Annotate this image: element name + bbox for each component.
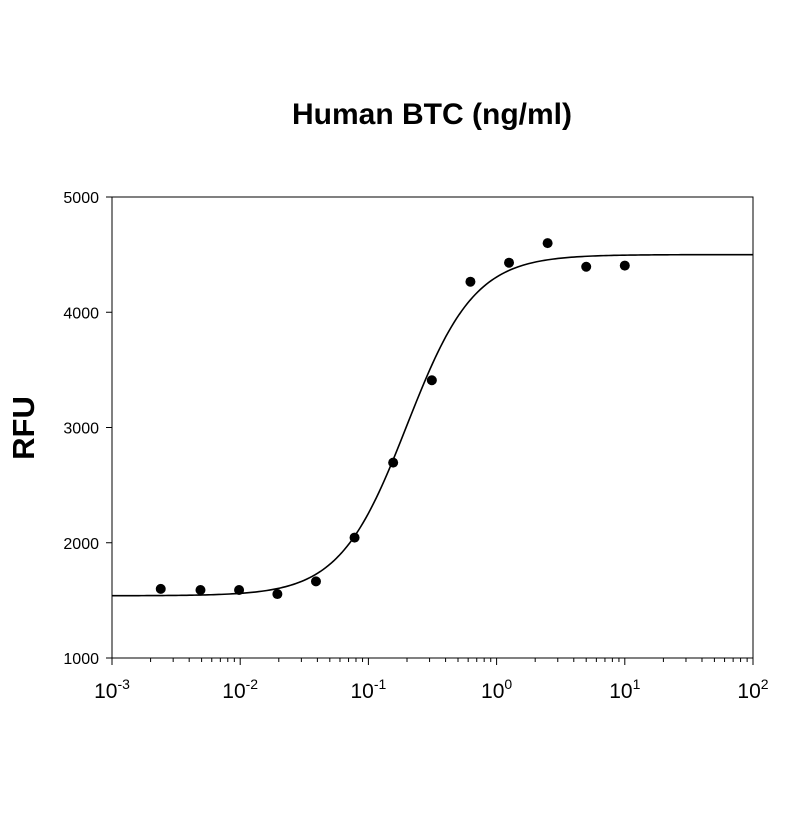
data-point bbox=[234, 585, 245, 596]
y-tick-label: 5000 bbox=[63, 190, 99, 207]
x-tick-base: 10 bbox=[94, 680, 117, 703]
y-tick-label: 2000 bbox=[63, 536, 99, 553]
fit-curve bbox=[112, 253, 753, 597]
x-tick-exponent: 2 bbox=[761, 676, 769, 692]
x-tick-label: 10-2 bbox=[222, 676, 258, 703]
data-points bbox=[155, 238, 630, 600]
data-point bbox=[542, 238, 553, 249]
x-tick-label: 10-1 bbox=[350, 676, 386, 703]
data-point bbox=[349, 532, 360, 543]
x-tick-exponent: 1 bbox=[633, 676, 641, 692]
x-tick-exponent: -1 bbox=[374, 676, 387, 692]
data-point bbox=[155, 583, 166, 594]
x-tick-label: 102 bbox=[737, 676, 768, 703]
data-point bbox=[310, 576, 321, 587]
data-point bbox=[581, 261, 592, 272]
y-tick-label: 4000 bbox=[63, 305, 99, 322]
x-tick-exponent: -3 bbox=[117, 676, 130, 692]
y-tick-label: 3000 bbox=[63, 421, 99, 438]
x-tick-label: 101 bbox=[609, 676, 640, 703]
data-point bbox=[426, 375, 437, 386]
x-tick-label: 100 bbox=[481, 676, 512, 703]
x-tick-base: 10 bbox=[222, 680, 245, 703]
x-tick-exponent: -2 bbox=[246, 676, 259, 692]
y-axis-label: RFU bbox=[6, 396, 41, 460]
chart-title: Human BTC (ng/ml) bbox=[292, 98, 572, 131]
x-tick-label: 10-3 bbox=[94, 676, 130, 703]
x-tick-base: 10 bbox=[609, 680, 632, 703]
x-tick-exponent: 0 bbox=[504, 676, 512, 692]
data-point bbox=[388, 457, 399, 468]
plot-area-frame bbox=[111, 196, 754, 659]
x-tick-base: 10 bbox=[737, 680, 760, 703]
x-tick-base: 10 bbox=[481, 680, 504, 703]
y-tick-label: 1000 bbox=[63, 651, 99, 668]
data-point bbox=[504, 257, 515, 268]
x-tick-base: 10 bbox=[350, 680, 373, 703]
data-point bbox=[465, 276, 476, 287]
data-point bbox=[619, 260, 630, 271]
data-point bbox=[195, 585, 206, 596]
data-point bbox=[272, 589, 283, 600]
